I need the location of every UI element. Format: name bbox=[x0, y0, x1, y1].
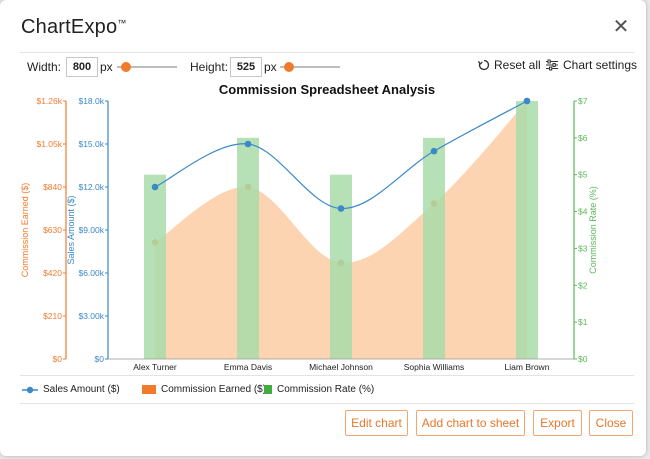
sales-point[interactable] bbox=[337, 205, 345, 212]
sales-amount-axis-tick-label: $9.00k bbox=[78, 225, 104, 235]
commission-earned-axis-tick-label: $1.26k bbox=[36, 96, 62, 106]
reset-all-button[interactable]: Reset all bbox=[478, 58, 541, 72]
sales-amount-axis-tick-label: $3.00k bbox=[78, 311, 104, 321]
trademark-symbol: ™ bbox=[117, 18, 127, 28]
chart-settings-label: Chart settings bbox=[563, 58, 638, 72]
commission-earned-axis-title: Commission Earned ($) bbox=[20, 183, 30, 278]
sales-amount-axis-tick-label: $0 bbox=[95, 354, 105, 364]
sliders-icon bbox=[546, 59, 558, 71]
export-button[interactable]: Export bbox=[533, 410, 582, 436]
legend-sales-label: Sales Amount ($) bbox=[43, 384, 120, 395]
close-icon[interactable]: ✕ bbox=[612, 16, 630, 38]
commission-earned-axis-tick-label: $210 bbox=[43, 311, 62, 321]
chart-settings-button[interactable]: Chart settings bbox=[545, 58, 637, 72]
add-chart-to-sheet-button[interactable]: Add chart to sheet bbox=[416, 410, 525, 436]
line-marker-icon bbox=[22, 386, 38, 393]
sales-point[interactable] bbox=[430, 147, 438, 155]
orange-swatch-icon bbox=[142, 385, 156, 394]
legend-commission-rate[interactable]: Commission Rate (%) bbox=[264, 384, 374, 395]
legend-commission-rate-label: Commission Rate (%) bbox=[277, 384, 375, 395]
edit-chart-button[interactable]: Edit chart bbox=[345, 410, 408, 436]
app-title: ChartExpo bbox=[21, 16, 118, 38]
commission-rate-axis-tick-label: $3 bbox=[578, 243, 588, 253]
dialog-title: ChartExpo™ bbox=[21, 16, 127, 39]
commission-rate-axis-tick-label: $5 bbox=[578, 170, 588, 180]
x-tick-label: Michael Johnson bbox=[309, 362, 373, 372]
commission-rate-axis-tick-label: $4 bbox=[578, 207, 588, 217]
chart-area: Commission Spreadsheet Analysis $0 $210 $4… bbox=[0, 80, 646, 375]
commission-earned-axis-tick-label: $0 bbox=[53, 354, 63, 364]
width-slider-handle[interactable] bbox=[121, 62, 131, 72]
commission-earned-axis-tick-label: $420 bbox=[43, 268, 62, 278]
sales-point[interactable] bbox=[244, 140, 252, 148]
commission-rate-bar[interactable] bbox=[330, 174, 352, 359]
height-unit: px bbox=[264, 60, 277, 74]
x-tick-label: Sophia Williams bbox=[404, 362, 464, 372]
height-label: Height: bbox=[190, 60, 229, 74]
sales-amount-axis-tick-label: $15.0k bbox=[78, 139, 104, 149]
commission-rate-axis-tick-label: $0 bbox=[578, 354, 588, 364]
combo-chart: Commission Spreadsheet Analysis $0 $210 $4… bbox=[20, 82, 598, 372]
commission-earned-axis-tick-label: $630 bbox=[43, 225, 62, 235]
sales-amount-axis-title: Sales Amount ($) bbox=[66, 195, 76, 264]
sales-point[interactable] bbox=[151, 183, 159, 191]
sales-amount-axis-tick-label: $18.0k bbox=[78, 96, 104, 106]
commission-rate-axis-title: Commission Rate (%) bbox=[588, 186, 598, 274]
sales-point[interactable] bbox=[523, 97, 531, 105]
sales-amount-axis-tick-label: $12.0k bbox=[78, 182, 104, 192]
commission-rate-axis-tick-label: $7 bbox=[578, 96, 588, 106]
sales-amount-axis-tick-label: $6.00k bbox=[78, 268, 104, 278]
x-tick-label: Alex Turner bbox=[133, 362, 177, 372]
legend-commission-earned-label: Commission Earned ($) bbox=[161, 384, 267, 395]
header-divider bbox=[20, 52, 634, 53]
commission-earned-axis-tick-label: $840 bbox=[43, 182, 62, 192]
height-input[interactable]: 525 bbox=[230, 57, 262, 77]
commission-rate-axis-tick-label: $2 bbox=[578, 280, 588, 290]
height-slider[interactable] bbox=[280, 62, 340, 72]
chart-divider bbox=[20, 375, 634, 376]
width-input[interactable]: 800 bbox=[66, 57, 98, 77]
chart-title: Commission Spreadsheet Analysis bbox=[219, 82, 435, 97]
width-unit: px bbox=[100, 60, 113, 74]
commission-rate-bar[interactable] bbox=[144, 174, 166, 359]
legend-commission-earned[interactable]: Commission Earned ($) bbox=[142, 384, 266, 395]
reset-all-label: Reset all bbox=[494, 58, 541, 72]
commission-rate-bar[interactable] bbox=[516, 101, 538, 359]
x-tick-label: Emma Davis bbox=[224, 362, 272, 372]
commission-rate-bar[interactable] bbox=[237, 137, 259, 359]
height-slider-handle[interactable] bbox=[284, 62, 294, 72]
commission-rate-bar[interactable] bbox=[423, 137, 445, 359]
green-swatch-icon bbox=[264, 385, 272, 394]
footer-divider bbox=[20, 403, 634, 404]
commission-rate-axis-tick-label: $1 bbox=[578, 317, 588, 327]
legend-sales[interactable]: Sales Amount ($) bbox=[22, 384, 120, 395]
x-tick-label: Liam Brown bbox=[505, 362, 550, 372]
commission-earned-axis-tick-label: $1.05k bbox=[36, 139, 62, 149]
close-button[interactable]: Close bbox=[589, 410, 633, 436]
width-slider[interactable] bbox=[117, 62, 177, 72]
size-toolbar: Width: 800 px Height: 525 px Reset all C… bbox=[0, 55, 646, 79]
reset-icon bbox=[478, 59, 490, 71]
commission-rate-axis-tick-label: $6 bbox=[578, 133, 588, 143]
width-label: Width: bbox=[27, 60, 62, 74]
